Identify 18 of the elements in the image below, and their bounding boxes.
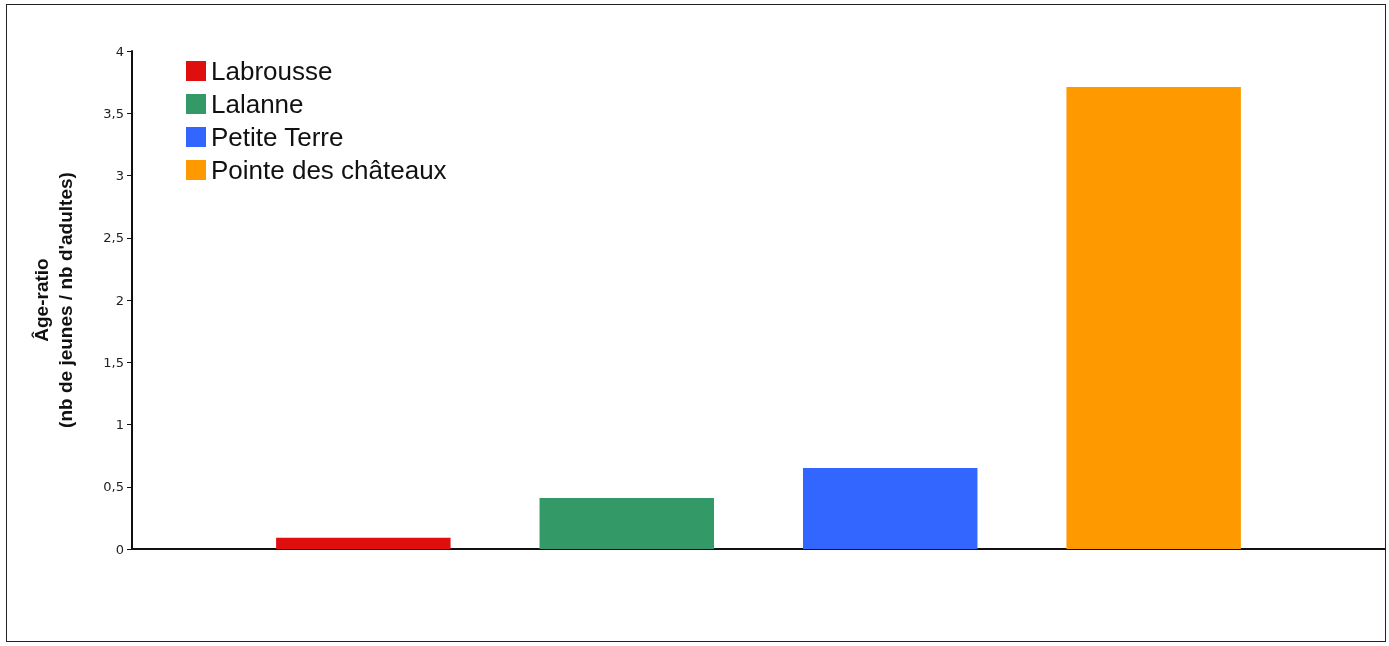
bar (1066, 87, 1241, 549)
legend-label: Petite Terre (211, 122, 344, 152)
legend-label: Pointe des châteaux (211, 155, 447, 185)
y-tick-label: 1,5 (103, 354, 124, 370)
bar (276, 537, 451, 549)
legend-label: Lalanne (211, 89, 304, 119)
bar (539, 497, 715, 549)
y-tick-label: 3,5 (103, 105, 124, 121)
y-tick-label: 1 (115, 417, 124, 432)
y-tick-label: 0,5 (103, 479, 124, 495)
y-tick-label: 3 (115, 168, 124, 183)
y-tick-label: 0 (115, 541, 124, 557)
y-tick-label: 2 (115, 292, 124, 308)
y-tick-label: 2,5 (103, 230, 124, 246)
legend-label: Labrousse (211, 56, 333, 86)
y-axis-title: Âge-ratio (nb de jeunes / nb d'adultes) (30, 172, 76, 428)
bar (802, 468, 978, 549)
y-tick-label: 4 (115, 43, 124, 59)
